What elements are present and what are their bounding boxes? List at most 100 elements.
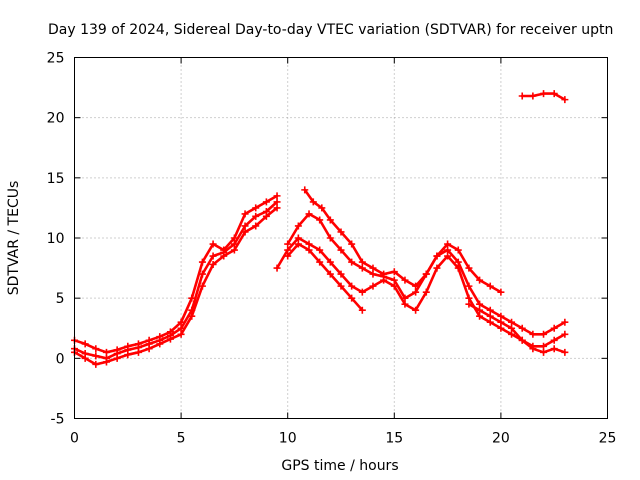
data-point-marker [518,336,526,344]
x-axis-label: GPS time / hours [281,458,398,474]
data-point-marker [369,270,377,278]
y-tick-label: 20 [47,111,65,127]
data-point-marker [358,258,366,266]
data-point-marker [540,330,548,338]
data-point-marker [252,222,260,230]
data-point-marker [561,318,569,326]
data-point-marker [401,276,409,284]
data-point-marker [262,212,270,220]
data-point-marker [273,198,281,206]
data-point-marker [348,240,356,248]
data-point-marker [273,204,281,212]
series-points-track-1 [71,192,281,356]
data-point-marker [476,312,484,320]
data-point-marker [113,354,121,362]
data-point-marker [198,258,206,266]
data-point-marker [305,240,313,248]
data-point-marker [508,330,516,338]
x-tick-label: 20 [492,431,510,447]
data-point-marker [326,270,334,278]
data-point-marker [454,258,462,266]
data-point-marker [337,246,345,254]
data-point-marker [465,294,473,302]
data-point-marker [241,222,249,230]
data-point-marker [284,252,292,260]
data-point-marker [529,345,537,353]
data-point-marker [369,264,377,272]
data-point-marker [252,204,260,212]
data-point-marker [166,335,174,343]
data-point-marker [337,282,345,290]
data-point-marker [390,268,398,276]
plot-frame [74,57,608,419]
data-point-marker [92,352,100,360]
data-point-marker [124,351,132,359]
series-line-track-8 [467,302,567,354]
data-point-marker [348,282,356,290]
data-point-marker [326,258,334,266]
data-point-marker [252,212,260,220]
data-point-marker [465,282,473,290]
series-line-track-2 [73,200,279,360]
data-point-marker [305,210,313,218]
data-point-marker [529,330,537,338]
data-point-marker [198,270,206,278]
data-point-marker [145,345,153,353]
data-point-marker [561,330,569,338]
data-point-marker [390,276,398,284]
data-point-marker [348,258,356,266]
data-point-marker [273,264,281,272]
data-point-marker [209,252,217,260]
data-point-marker [412,288,420,296]
data-point-marker [92,345,100,353]
data-point-marker [476,300,484,308]
x-tick-label: 10 [279,431,297,447]
data-point-marker [380,276,388,284]
data-point-marker [508,318,516,326]
x-tick-label: 0 [70,431,79,447]
data-point-marker [444,240,452,248]
data-point-marker [444,252,452,260]
series-points-track-5 [284,210,569,338]
series-points-track-3 [71,204,281,368]
data-point-marker [316,246,324,254]
data-point-marker [241,228,249,236]
series-points-track-8 [465,300,569,356]
data-point-marker [294,240,302,248]
data-point-marker [209,260,217,268]
data-point-marker [134,348,142,356]
data-point-marker [497,318,505,326]
y-tick-label: -5 [51,412,65,428]
data-point-marker [422,270,430,278]
x-tick-label: 15 [385,431,403,447]
y-tick-label: 5 [56,291,65,307]
data-point-marker [497,312,505,320]
data-point-marker [188,312,196,320]
data-point-marker [316,258,324,266]
x-tick-label: 25 [599,431,617,447]
data-point-marker [401,300,409,308]
series-line-track-1 [73,194,279,354]
data-point-marker [390,282,398,290]
data-point-marker [294,234,302,242]
data-point-marker [476,306,484,314]
data-point-marker [529,92,537,100]
data-point-marker [309,198,317,206]
y-axis-label: SDTVAR / TECUs [6,181,22,296]
data-point-marker [284,246,292,254]
axis-ticks: 0 5 10 15 20 25 -5 0 5 10 15 20 25 [47,51,617,447]
series-points-track-7 [284,240,366,314]
data-point-marker [422,288,430,296]
x-tick-label: 5 [177,431,186,447]
data-point-marker [337,270,345,278]
data-point-marker [241,210,249,218]
data-point-marker [305,246,313,254]
data-point-marker [444,246,452,254]
data-point-marker [177,330,185,338]
data-point-marker [337,228,345,236]
data-point-marker [540,90,548,98]
series-line-track-6 [275,236,567,348]
data-point-marker [209,240,217,248]
y-tick-label: 15 [47,171,65,187]
